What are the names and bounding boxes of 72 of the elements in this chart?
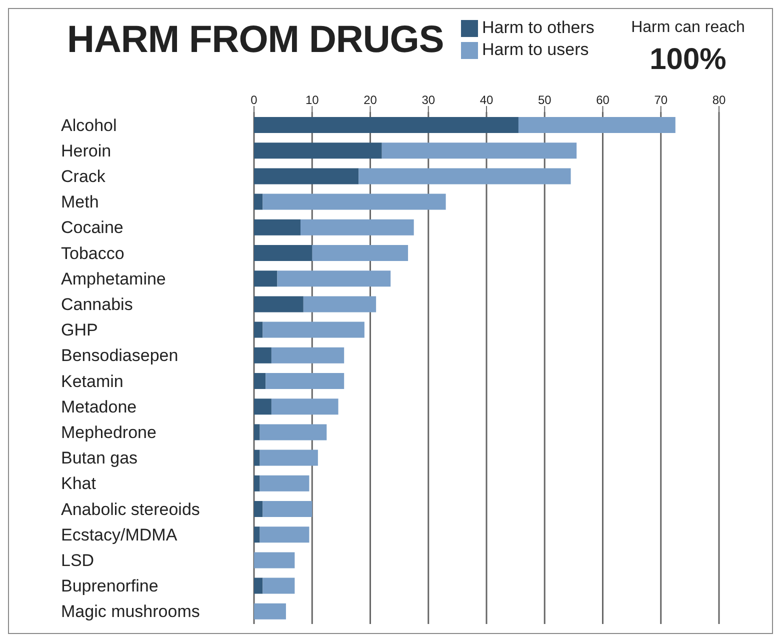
y-tick-label: Bensodiasepen bbox=[61, 346, 178, 366]
y-tick-label: Ecstacy/MDMA bbox=[61, 525, 178, 544]
bar bbox=[260, 450, 318, 466]
bar bbox=[262, 578, 295, 594]
y-tick-label: Crack bbox=[61, 167, 106, 186]
y-tick-label: Metadone bbox=[61, 397, 137, 416]
bar bbox=[300, 219, 414, 236]
bar bbox=[518, 117, 676, 133]
bar bbox=[277, 270, 391, 287]
x-tick-label: 70 bbox=[654, 93, 668, 107]
text: 100% bbox=[648, 43, 728, 77]
bar bbox=[254, 398, 272, 415]
y-tick-label: Cocaine bbox=[61, 218, 124, 238]
legend-label: Harm to others bbox=[482, 18, 594, 38]
bar bbox=[303, 296, 376, 312]
bar bbox=[254, 578, 263, 594]
y-tick-label: Cannabis bbox=[61, 295, 133, 314]
text: Harm can reach bbox=[630, 19, 746, 37]
bar bbox=[254, 245, 312, 261]
bar bbox=[262, 322, 364, 338]
y-tick-label: GHP bbox=[61, 320, 98, 340]
bar bbox=[254, 270, 278, 287]
bar bbox=[260, 526, 310, 543]
y-tick-label: Amphetamine bbox=[61, 269, 166, 288]
bar bbox=[254, 450, 260, 466]
bar bbox=[271, 398, 338, 415]
x-tick-label: 50 bbox=[538, 93, 552, 107]
y-tick-label: Magic mushrooms bbox=[61, 602, 200, 622]
x-tick-label: 20 bbox=[364, 93, 378, 107]
y-tick-label: LSD bbox=[61, 551, 94, 570]
bar bbox=[254, 347, 272, 364]
chart-title: HARM FROM DRUGS bbox=[67, 19, 444, 62]
x-tick-label: 10 bbox=[305, 93, 320, 107]
bar bbox=[254, 373, 266, 389]
bar bbox=[254, 552, 295, 568]
bar bbox=[260, 475, 310, 492]
y-tick-label: Meth bbox=[61, 192, 99, 212]
y-tick-label: Buprenorfine bbox=[61, 576, 158, 596]
bar bbox=[254, 475, 260, 492]
y-tick-label: Khat bbox=[61, 474, 96, 494]
bar bbox=[271, 347, 344, 364]
y-tick-label: Heroin bbox=[61, 141, 112, 160]
bar bbox=[254, 501, 263, 517]
x-tick-label: 30 bbox=[422, 93, 436, 107]
y-tick-label: Butan gas bbox=[61, 448, 138, 468]
bar bbox=[382, 142, 577, 159]
bar bbox=[254, 424, 260, 440]
bar bbox=[254, 142, 382, 159]
x-tick-label: 60 bbox=[596, 93, 610, 107]
bar bbox=[358, 168, 571, 184]
bar bbox=[262, 501, 312, 517]
bar bbox=[262, 194, 446, 210]
y-tick-label: Anabolic stereoids bbox=[61, 500, 200, 519]
x-tick-label: 0 bbox=[250, 93, 258, 107]
y-tick-label: Mephedrone bbox=[61, 423, 156, 442]
legend-label: Harm to users bbox=[482, 40, 589, 60]
bar bbox=[254, 322, 263, 338]
y-tick-label: Tobacco bbox=[61, 244, 124, 263]
bar bbox=[266, 373, 344, 389]
bar bbox=[254, 603, 286, 620]
bar bbox=[254, 526, 260, 543]
bar bbox=[254, 194, 263, 210]
x-tick-label: 40 bbox=[480, 93, 494, 107]
bar bbox=[254, 117, 518, 133]
bar bbox=[254, 296, 304, 312]
y-tick-label: Alcohol bbox=[61, 116, 117, 135]
bar bbox=[260, 424, 327, 440]
x-tick-label: 80 bbox=[712, 93, 726, 107]
y-tick-label: Ketamin bbox=[61, 372, 124, 391]
bar bbox=[312, 245, 408, 261]
bar bbox=[254, 219, 300, 236]
bar bbox=[254, 168, 359, 184]
